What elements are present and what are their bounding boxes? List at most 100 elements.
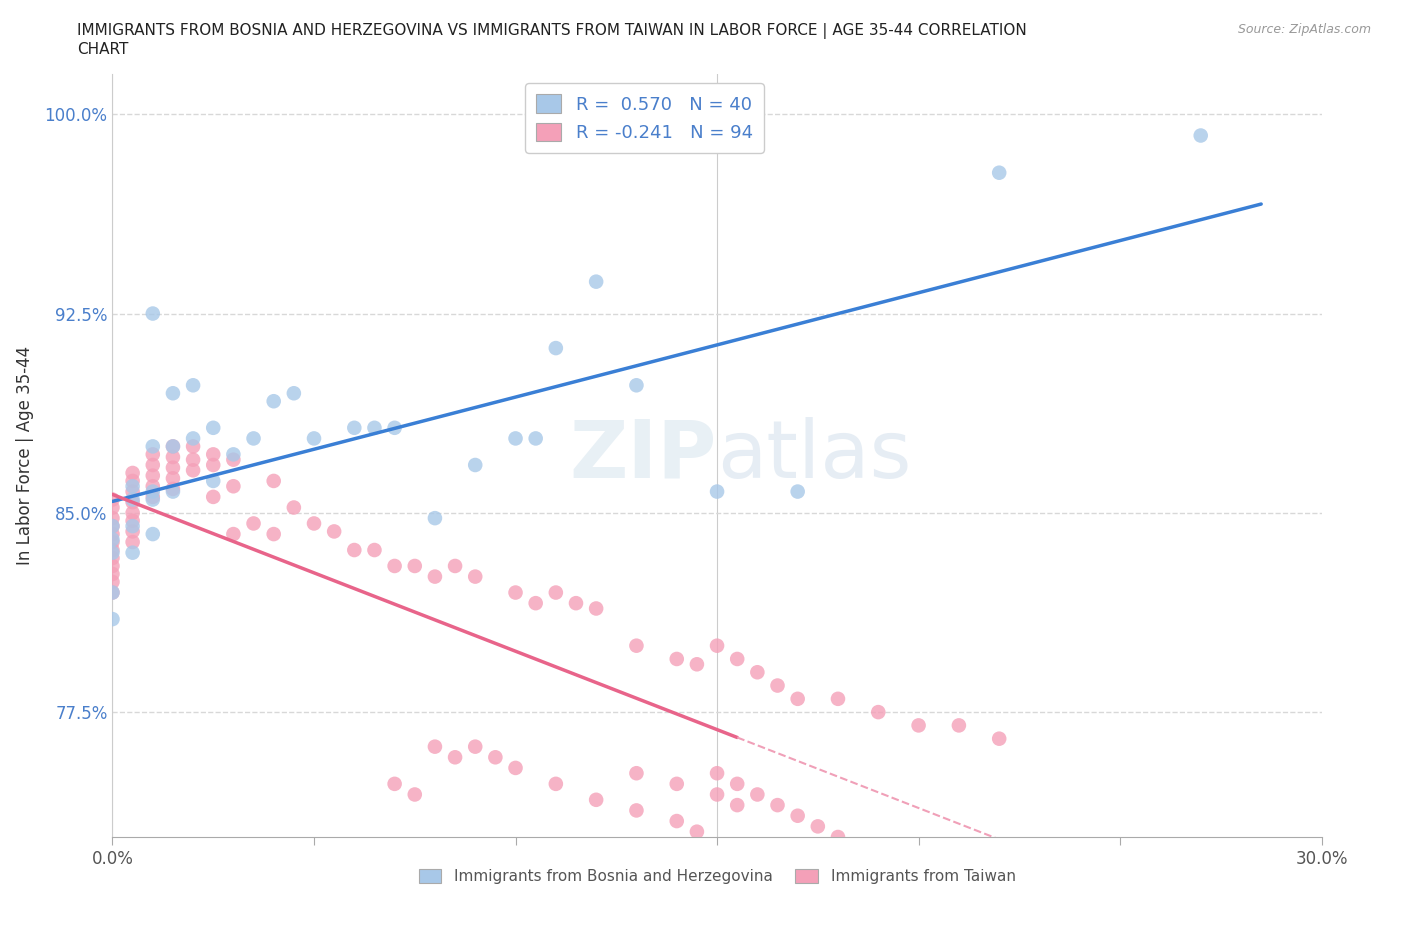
Point bbox=[665, 777, 688, 791]
Point bbox=[786, 808, 808, 823]
Point bbox=[142, 447, 165, 462]
Point bbox=[142, 492, 165, 507]
Text: ZIP: ZIP bbox=[569, 417, 717, 495]
Point bbox=[142, 306, 165, 321]
Point bbox=[121, 545, 143, 560]
Point bbox=[121, 473, 143, 488]
Point bbox=[404, 787, 426, 802]
Point bbox=[948, 718, 970, 733]
Point bbox=[101, 511, 124, 525]
Point bbox=[747, 665, 769, 680]
Point bbox=[384, 777, 406, 791]
Text: CHART: CHART bbox=[77, 42, 129, 57]
Point bbox=[222, 479, 245, 494]
Point bbox=[181, 439, 204, 454]
Point bbox=[142, 489, 165, 504]
Point bbox=[121, 495, 143, 510]
Point bbox=[524, 596, 547, 611]
Point bbox=[202, 447, 225, 462]
Point bbox=[181, 452, 204, 467]
Point bbox=[505, 761, 527, 776]
Point bbox=[626, 765, 648, 780]
Point bbox=[302, 516, 325, 531]
Point bbox=[263, 473, 285, 488]
Point bbox=[101, 519, 124, 534]
Point bbox=[484, 750, 506, 764]
Point bbox=[988, 731, 1011, 746]
Point bbox=[464, 458, 486, 472]
Point bbox=[142, 439, 165, 454]
Point bbox=[101, 551, 124, 565]
Point bbox=[827, 830, 849, 844]
Point bbox=[585, 792, 607, 807]
Point bbox=[142, 485, 165, 499]
Point bbox=[686, 824, 709, 839]
Point bbox=[725, 798, 748, 813]
Point bbox=[101, 492, 124, 507]
Point bbox=[423, 569, 446, 584]
Point bbox=[121, 505, 143, 520]
Point bbox=[766, 798, 789, 813]
Point bbox=[384, 420, 406, 435]
Point bbox=[665, 814, 688, 829]
Point bbox=[706, 787, 728, 802]
Point bbox=[101, 532, 124, 547]
Point bbox=[101, 545, 124, 560]
Point bbox=[121, 466, 143, 481]
Point bbox=[121, 485, 143, 499]
Point bbox=[505, 585, 527, 600]
Point bbox=[283, 386, 305, 401]
Point bbox=[162, 485, 184, 499]
Point bbox=[142, 526, 165, 541]
Point bbox=[202, 473, 225, 488]
Point bbox=[101, 519, 124, 534]
Point bbox=[725, 777, 748, 791]
Text: IMMIGRANTS FROM BOSNIA AND HERZEGOVINA VS IMMIGRANTS FROM TAIWAN IN LABOR FORCE : IMMIGRANTS FROM BOSNIA AND HERZEGOVINA V… bbox=[77, 23, 1026, 39]
Point bbox=[263, 393, 285, 408]
Point bbox=[665, 652, 688, 667]
Point bbox=[766, 678, 789, 693]
Point bbox=[988, 166, 1011, 180]
Point bbox=[101, 559, 124, 574]
Point bbox=[423, 511, 446, 525]
Point bbox=[101, 526, 124, 541]
Point bbox=[162, 471, 184, 485]
Point bbox=[202, 458, 225, 472]
Point bbox=[283, 500, 305, 515]
Point bbox=[363, 542, 385, 557]
Point bbox=[827, 691, 849, 706]
Point bbox=[162, 386, 184, 401]
Point bbox=[706, 638, 728, 653]
Point bbox=[101, 566, 124, 581]
Point bbox=[222, 526, 245, 541]
Point bbox=[868, 840, 890, 855]
Point bbox=[222, 452, 245, 467]
Point bbox=[363, 420, 385, 435]
Point bbox=[444, 559, 467, 574]
Point bbox=[786, 691, 808, 706]
Point bbox=[706, 485, 728, 499]
Point bbox=[444, 750, 467, 764]
Point bbox=[807, 819, 830, 834]
Point bbox=[162, 439, 184, 454]
Point bbox=[101, 535, 124, 550]
Point bbox=[101, 585, 124, 600]
Point bbox=[747, 787, 769, 802]
Point bbox=[706, 765, 728, 780]
Point bbox=[423, 739, 446, 754]
Point bbox=[1189, 128, 1212, 143]
Point bbox=[626, 638, 648, 653]
Point bbox=[101, 575, 124, 590]
Point bbox=[626, 803, 648, 817]
Point bbox=[162, 439, 184, 454]
Point bbox=[263, 526, 285, 541]
Point bbox=[585, 601, 607, 616]
Point bbox=[626, 378, 648, 392]
Point bbox=[162, 449, 184, 464]
Point bbox=[404, 559, 426, 574]
Point bbox=[121, 513, 143, 528]
Y-axis label: In Labor Force | Age 35-44: In Labor Force | Age 35-44 bbox=[15, 346, 34, 565]
Point bbox=[181, 378, 204, 392]
Point bbox=[343, 420, 366, 435]
Point bbox=[544, 585, 567, 600]
